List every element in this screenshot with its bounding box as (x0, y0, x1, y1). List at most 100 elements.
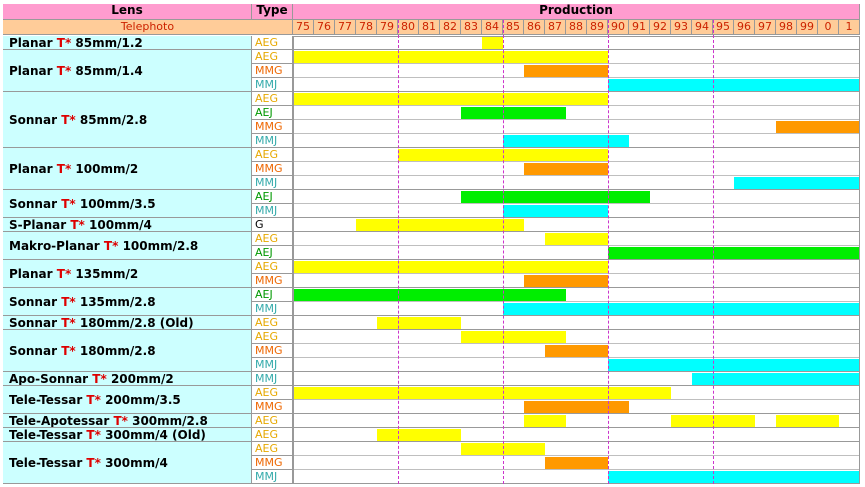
lens-spec: 300mm/4 (105, 455, 168, 470)
production-bar (734, 177, 860, 190)
lens-name-cell: Sonnar T* 100mm/3.5 (3, 190, 252, 218)
type-code-cell: MMJ (252, 204, 293, 218)
type-code-cell: AEJ (252, 190, 293, 204)
type-code-cell: AEG (252, 414, 293, 428)
lens-name: Tele-Tessar (9, 455, 83, 470)
lens-name: S-Planar (9, 218, 67, 232)
type-code-cell: AEG (252, 260, 293, 274)
production-bar (608, 247, 860, 260)
tstar-mark: T* (61, 294, 76, 309)
production-bar (503, 135, 629, 148)
lens-name: Planar (9, 266, 53, 281)
type-code-cell: AEG (252, 386, 293, 400)
row-divider (293, 371, 860, 372)
row-divider (293, 413, 860, 414)
year-tick-label: 79 (377, 20, 398, 35)
type-code-cell: AEG (252, 330, 293, 344)
lens-spec: 135mm/2.8 (79, 294, 156, 309)
type-code-cell: MMG (252, 64, 293, 78)
lens-spec: 100mm/3.5 (79, 196, 156, 211)
row-divider (293, 91, 860, 92)
type-code-cell: MMJ (252, 302, 293, 316)
lens-name: Planar (9, 63, 53, 78)
lens-spec: 180mm/2.8 (Old) (79, 316, 194, 330)
lens-name-cell: S-Planar T* 100mm/4 (3, 218, 252, 232)
production-bar (608, 79, 860, 92)
year-tick-label: 78 (356, 20, 377, 35)
production-bar (524, 401, 629, 414)
type-code-cell: AEJ (252, 246, 293, 260)
lens-name: Planar (9, 161, 53, 176)
production-bar (503, 303, 860, 316)
type-code-cell: AEJ (252, 106, 293, 120)
type-code-cell: MMJ (252, 358, 293, 372)
tstar-mark: T* (61, 112, 76, 127)
row-divider (293, 287, 860, 288)
year-tick-label: 93 (671, 20, 692, 35)
row-divider (293, 147, 860, 148)
year-tick-label: 82 (440, 20, 461, 35)
production-bar (608, 471, 860, 484)
lens-name-cell: Sonnar T* 85mm/2.8 (3, 92, 252, 148)
lens-name-cell: Planar T* 85mm/1.4 (3, 50, 252, 92)
lens-spec: 85mm/2.8 (79, 112, 148, 127)
lens-name: Sonnar (9, 294, 57, 309)
type-code-cell: MMJ (252, 176, 293, 190)
type-code-cell: MMG (252, 456, 293, 470)
lens-name: Sonnar (9, 196, 57, 211)
type-code-cell: AEG (252, 36, 293, 50)
row-divider (293, 273, 860, 274)
row-divider (293, 63, 860, 64)
lens-name-cell: Tele-Tessar T* 300mm/4 (Old) (3, 428, 252, 442)
lens-name: Tele-Tessar (9, 428, 83, 442)
year-tick-label: 89 (587, 20, 608, 35)
type-code-cell: MMG (252, 162, 293, 176)
type-column-header: Type (252, 4, 293, 20)
production-bar (293, 289, 566, 302)
row-divider (293, 259, 860, 260)
type-code-cell: MMJ (252, 78, 293, 92)
type-code-cell: AEG (252, 428, 293, 442)
production-bar (293, 261, 608, 274)
tstar-mark: T* (92, 372, 107, 386)
lens-spec: 85mm/1.2 (75, 36, 143, 50)
tstar-mark: T* (61, 316, 76, 330)
lens-name: Apo-Sonnar (9, 372, 89, 386)
year-tick-label: 95 (713, 20, 734, 35)
lens-name-cell: Tele-Tessar T* 300mm/4 (3, 442, 252, 484)
tstar-mark: T* (113, 414, 128, 428)
production-bar (545, 233, 608, 246)
lens-name-cell: Apo-Sonnar T* 200mm/2 (3, 372, 252, 386)
year-tick-label: 94 (692, 20, 713, 35)
year-tick-label: 84 (482, 20, 503, 35)
type-code-cell: AEJ (252, 288, 293, 302)
row-divider (293, 301, 860, 302)
type-code-cell: MMG (252, 274, 293, 288)
decade-marker-line (608, 20, 609, 484)
production-bar (293, 93, 608, 106)
lens-name-cell: Tele-Tessar T* 200mm/3.5 (3, 386, 252, 414)
row-divider (293, 189, 860, 190)
row-divider (293, 315, 860, 316)
lens-name: Sonnar (9, 112, 57, 127)
row-divider (293, 231, 860, 232)
type-code-cell: MMG (252, 400, 293, 414)
section-label: Telephoto (3, 20, 293, 35)
row-divider (293, 119, 860, 120)
production-bar (524, 275, 608, 288)
row-divider (293, 455, 860, 456)
production-bar (545, 457, 608, 470)
lens-name: Planar (9, 36, 53, 50)
lens-name-cell: Tele-Apotessar T* 300mm/2.8 (3, 414, 252, 428)
lens-name-cell: Planar T* 135mm/2 (3, 260, 252, 288)
grid-frame (293, 36, 860, 484)
tstar-mark: T* (70, 218, 85, 232)
row-divider (293, 203, 860, 204)
row-divider (293, 77, 860, 78)
tstar-mark: T* (86, 392, 101, 407)
row-divider (293, 217, 860, 218)
row-divider (293, 161, 860, 162)
lens-name: Sonnar (9, 343, 57, 358)
type-code-cell: MMJ (252, 134, 293, 148)
lens-name-cell: Planar T* 85mm/1.2 (3, 36, 252, 50)
